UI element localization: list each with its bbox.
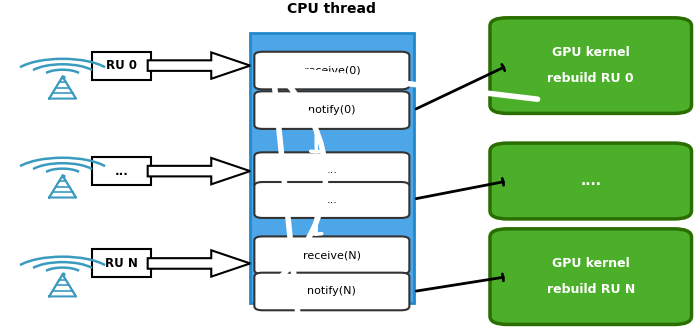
FancyBboxPatch shape: [92, 52, 151, 80]
Text: receive(N): receive(N): [303, 250, 361, 260]
FancyBboxPatch shape: [254, 152, 409, 188]
Polygon shape: [147, 250, 250, 277]
Polygon shape: [147, 52, 250, 79]
Text: CPU thread: CPU thread: [288, 2, 376, 16]
FancyBboxPatch shape: [254, 182, 409, 218]
Text: receive(0): receive(0): [304, 66, 360, 76]
Polygon shape: [147, 158, 250, 184]
FancyBboxPatch shape: [250, 33, 414, 303]
Text: ...: ...: [327, 165, 337, 175]
Text: GPU kernel: GPU kernel: [552, 257, 630, 270]
Text: notify(0): notify(0): [308, 105, 356, 115]
Text: GPU kernel: GPU kernel: [552, 46, 630, 59]
FancyBboxPatch shape: [254, 273, 409, 310]
FancyBboxPatch shape: [254, 52, 409, 89]
FancyBboxPatch shape: [490, 229, 692, 325]
Text: ....: ....: [580, 174, 601, 188]
Text: RU N: RU N: [105, 257, 138, 270]
FancyBboxPatch shape: [254, 237, 409, 274]
FancyBboxPatch shape: [490, 143, 692, 219]
Text: rebuild RU 0: rebuild RU 0: [548, 72, 634, 85]
Text: rebuild RU N: rebuild RU N: [547, 283, 635, 296]
FancyBboxPatch shape: [92, 157, 151, 185]
FancyArrowPatch shape: [270, 68, 537, 333]
Text: ...: ...: [327, 195, 337, 205]
Text: notify(N): notify(N): [307, 287, 357, 296]
FancyBboxPatch shape: [490, 18, 692, 114]
Text: ...: ...: [115, 165, 129, 178]
FancyBboxPatch shape: [254, 91, 409, 129]
FancyBboxPatch shape: [92, 249, 151, 278]
Text: RU 0: RU 0: [106, 59, 137, 72]
